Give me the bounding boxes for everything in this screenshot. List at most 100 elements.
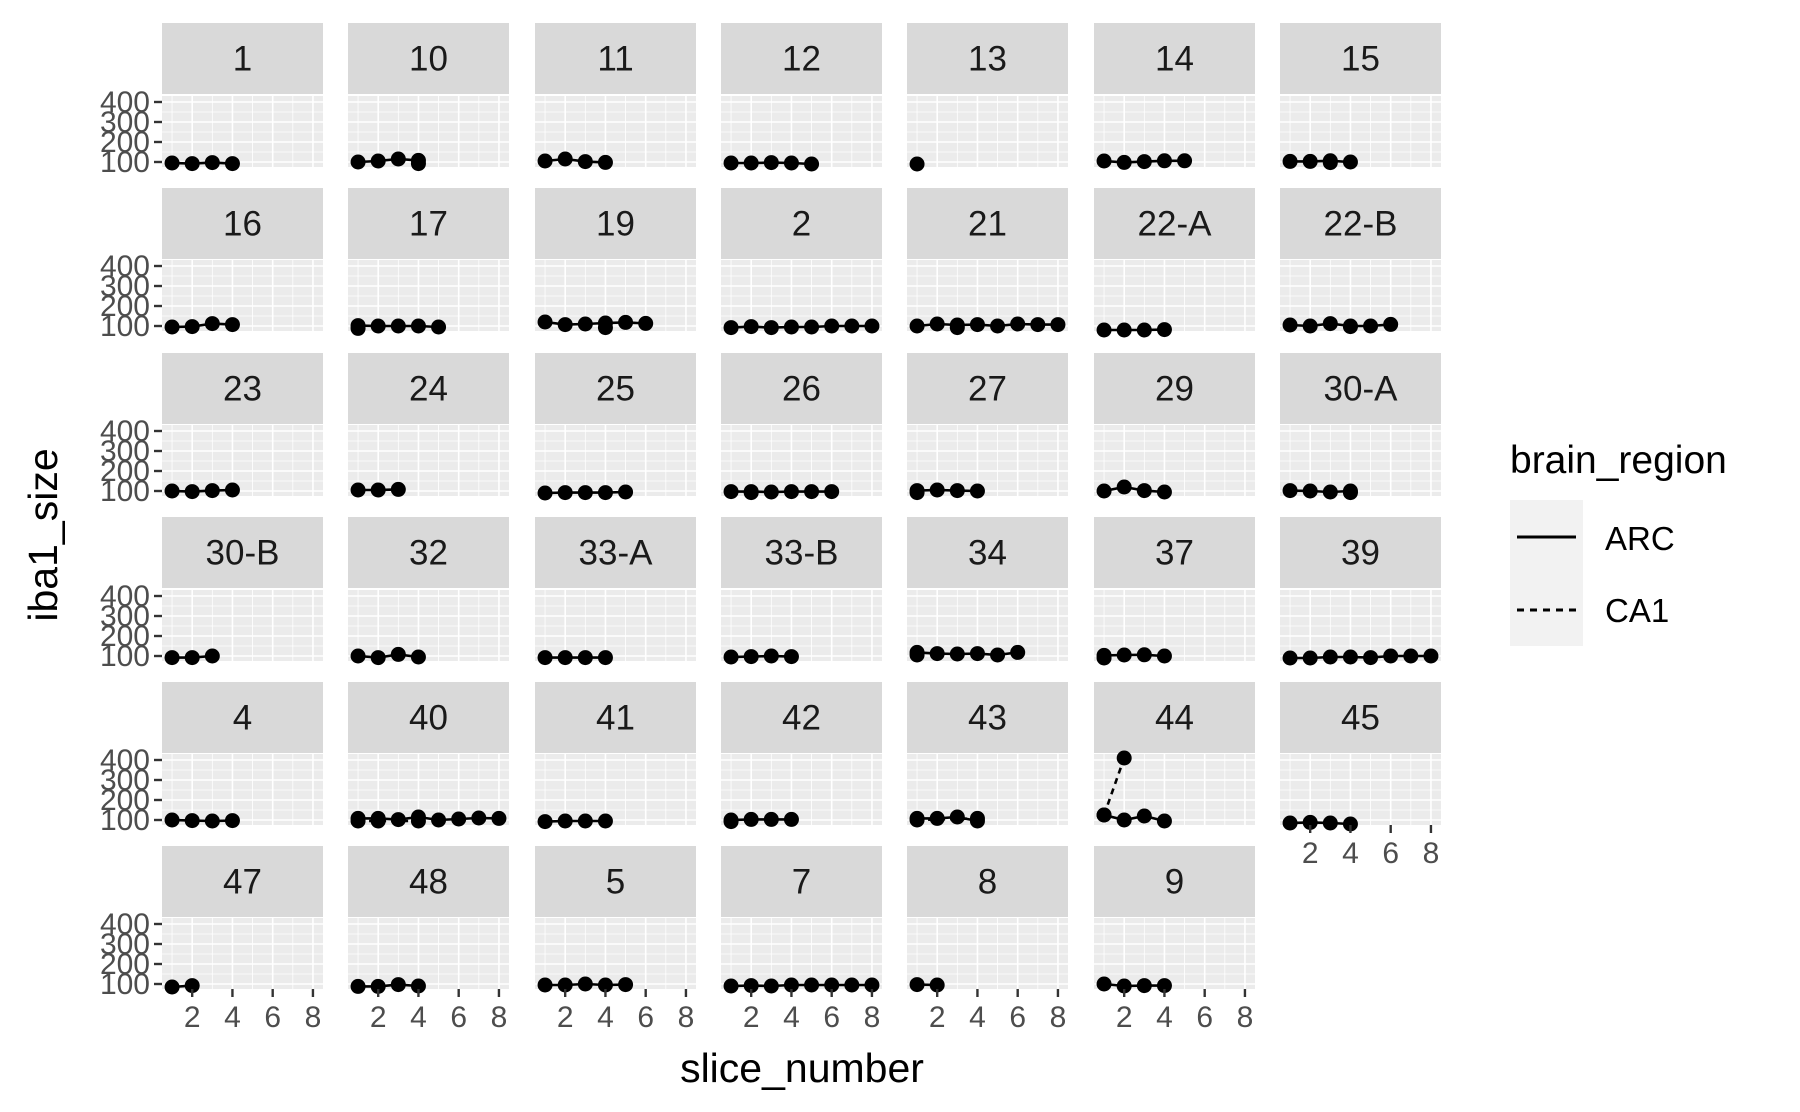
data-point-arc bbox=[824, 318, 840, 334]
x-tick-label: 4 bbox=[969, 1001, 986, 1034]
data-point-arc bbox=[1383, 316, 1399, 332]
facet-strip-label: 14 bbox=[1155, 40, 1194, 79]
data-point-arc bbox=[618, 484, 634, 500]
data-point-arc bbox=[577, 485, 593, 501]
data-point-arc bbox=[990, 647, 1006, 663]
data-point-arc bbox=[184, 650, 200, 666]
facet-panel: 30-A bbox=[1280, 353, 1452, 501]
facet-panel: 43 bbox=[907, 682, 1079, 829]
data-point-arc bbox=[1136, 808, 1152, 824]
series-line-arc bbox=[1290, 821, 1351, 826]
data-point-arc bbox=[557, 317, 573, 333]
data-point-arc bbox=[537, 314, 553, 330]
data-point-arc bbox=[1096, 976, 1112, 992]
panel-background bbox=[721, 918, 882, 989]
data-point-arc bbox=[929, 482, 945, 498]
x-tick-label: 2 bbox=[1116, 1001, 1133, 1034]
panel-background bbox=[162, 754, 323, 825]
y-tick-label: 100 bbox=[100, 146, 150, 179]
x-tick-label: 2 bbox=[743, 1001, 760, 1034]
facet-strip bbox=[348, 353, 509, 424]
panel-background bbox=[721, 425, 882, 496]
data-point-arc bbox=[597, 650, 613, 666]
facet-strip bbox=[1094, 846, 1255, 917]
data-point-arc bbox=[783, 811, 799, 827]
data-point-arc bbox=[577, 154, 593, 170]
x-tick-label: 6 bbox=[1382, 837, 1399, 870]
panel-background bbox=[348, 96, 509, 167]
data-point-arc bbox=[763, 155, 779, 171]
data-point-arc bbox=[1116, 322, 1132, 338]
data-point-arc bbox=[164, 812, 180, 828]
facet-strip bbox=[162, 353, 323, 424]
series-line-arc bbox=[1103, 485, 1165, 494]
data-point-arc bbox=[824, 484, 840, 500]
series-line-arc bbox=[1104, 653, 1165, 658]
panel-background bbox=[1280, 754, 1441, 825]
data-point-arc bbox=[990, 318, 1006, 334]
data-point-arc bbox=[949, 646, 965, 662]
x-tick-label: 6 bbox=[1009, 1001, 1026, 1034]
data-point-arc bbox=[224, 813, 240, 829]
data-point-arc bbox=[597, 977, 613, 993]
x-tick-label: 6 bbox=[264, 1001, 281, 1034]
data-point-arc bbox=[638, 315, 654, 331]
data-point-arc bbox=[390, 646, 406, 662]
facet-strip bbox=[1094, 353, 1255, 424]
data-point-ca1 bbox=[969, 810, 985, 826]
facet-strip-label: 44 bbox=[1155, 699, 1194, 738]
data-point-arc bbox=[1116, 978, 1132, 994]
data-point-ca1 bbox=[410, 156, 426, 172]
x-tick-label: 6 bbox=[637, 1001, 654, 1034]
facet-panel: 32 bbox=[348, 517, 520, 666]
x-tick-label: 6 bbox=[823, 1001, 840, 1034]
facet-strip bbox=[1280, 188, 1441, 259]
facet-strip-label: 7 bbox=[792, 863, 811, 902]
data-point-arc bbox=[1136, 647, 1152, 663]
data-point-arc bbox=[370, 978, 386, 994]
data-point-arc bbox=[597, 813, 613, 829]
facet-strip bbox=[721, 517, 882, 588]
data-point-arc bbox=[410, 649, 426, 665]
panel-background bbox=[907, 425, 1068, 496]
y-tick-label: 400 bbox=[100, 744, 150, 777]
data-point-arc bbox=[350, 648, 366, 664]
data-point-arc bbox=[1342, 649, 1358, 665]
facet-panel: 24 bbox=[348, 353, 520, 498]
data-point-ca1 bbox=[723, 814, 739, 830]
data-point-arc bbox=[1030, 317, 1046, 333]
panel-background bbox=[721, 260, 882, 331]
data-point-arc bbox=[1177, 153, 1193, 169]
legend-title: brain_region bbox=[1510, 439, 1727, 482]
facet-strip bbox=[162, 188, 323, 259]
data-point-ca1 bbox=[370, 813, 386, 829]
facet-panel: 45 2 4 6 8 bbox=[1280, 682, 1452, 870]
data-point-ca1 bbox=[597, 320, 613, 336]
data-point-arc bbox=[1282, 317, 1298, 333]
data-point-arc bbox=[1096, 153, 1112, 169]
facet-panel: 19 bbox=[535, 188, 707, 336]
data-point-arc bbox=[804, 977, 820, 993]
data-point-arc bbox=[1342, 816, 1358, 832]
data-point-arc bbox=[597, 154, 613, 170]
x-tick-label: 2 bbox=[929, 1001, 946, 1034]
facet-strip bbox=[535, 23, 696, 94]
y-tick-label: 100 bbox=[100, 475, 150, 508]
data-point-arc bbox=[1302, 650, 1318, 666]
data-point-arc bbox=[844, 318, 860, 334]
data-point-arc bbox=[224, 482, 240, 498]
y-tick-label: 300 bbox=[100, 928, 150, 961]
y-tick-label: 200 bbox=[100, 455, 150, 488]
data-point-arc bbox=[743, 319, 759, 335]
facet-strip-label: 9 bbox=[1165, 863, 1184, 902]
x-tick-label: 2 bbox=[370, 1001, 387, 1034]
data-point-arc bbox=[1322, 649, 1338, 665]
data-point-arc bbox=[184, 156, 200, 172]
data-point-ca1 bbox=[1342, 319, 1358, 335]
series-line-arc bbox=[1103, 982, 1165, 988]
series-line-arc bbox=[357, 653, 419, 659]
x-tick-label: 4 bbox=[1342, 837, 1359, 870]
facet-strip-label: 29 bbox=[1155, 370, 1194, 409]
